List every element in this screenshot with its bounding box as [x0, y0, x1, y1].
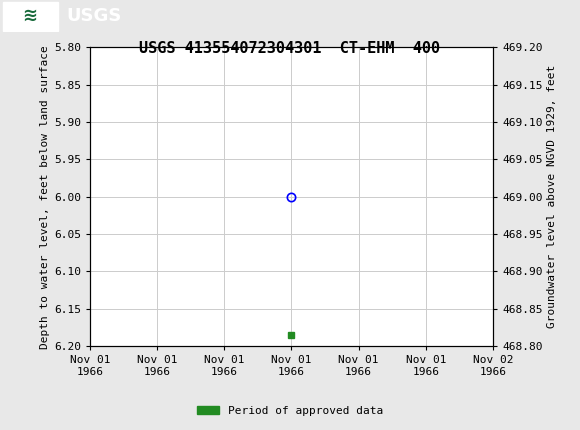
Text: ≋: ≋	[23, 7, 38, 25]
Y-axis label: Groundwater level above NGVD 1929, feet: Groundwater level above NGVD 1929, feet	[547, 65, 557, 329]
Text: USGS 413554072304301  CT-EHM  400: USGS 413554072304301 CT-EHM 400	[139, 41, 441, 56]
Text: USGS: USGS	[67, 7, 122, 25]
Legend: Period of approved data: Period of approved data	[193, 401, 387, 420]
Bar	[3, 2, 58, 31]
Y-axis label: Depth to water level, feet below land surface: Depth to water level, feet below land su…	[39, 45, 50, 349]
